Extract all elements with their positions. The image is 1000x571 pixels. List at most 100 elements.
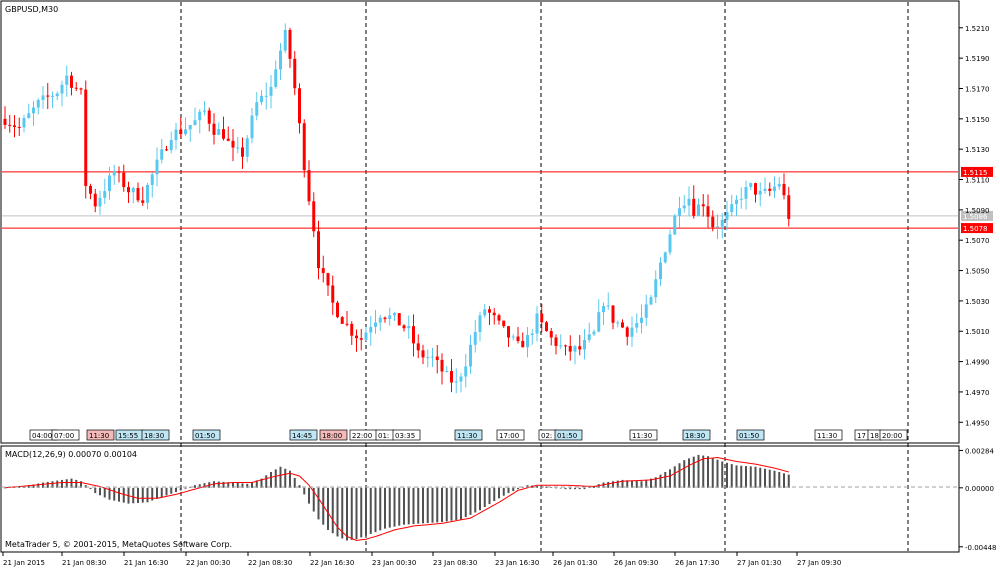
time-tick-label: 23 Jan 08:30	[433, 559, 477, 567]
time-tick-label: 22 Jan 08:30	[248, 559, 292, 567]
event-marker[interactable]	[392, 429, 421, 441]
macd-bar	[754, 466, 757, 488]
candle-body	[312, 201, 316, 232]
candle-body	[469, 344, 472, 367]
macd-bar	[749, 466, 752, 488]
price-level-label: 1.5078	[963, 225, 988, 233]
candle-body	[165, 149, 168, 151]
candle-body	[644, 304, 648, 318]
macd-bar	[75, 479, 78, 488]
macd-bar	[213, 481, 215, 488]
macd-bar	[716, 459, 719, 488]
macd-bar	[132, 487, 135, 504]
macd-bar	[203, 483, 206, 488]
candle-body	[226, 138, 230, 141]
event-marker-label: 22:00	[352, 432, 372, 440]
candle-body	[773, 186, 776, 191]
candle-body	[298, 88, 301, 124]
macd-bar	[217, 481, 220, 488]
candle-body	[98, 197, 102, 207]
candle-body	[336, 302, 339, 318]
macd-bar	[388, 487, 391, 528]
candle-body	[578, 346, 582, 350]
candle-body	[8, 124, 12, 126]
candle-body	[350, 323, 354, 336]
macd-bar	[526, 485, 529, 488]
period-separators	[180, 2, 909, 551]
macd-bar	[474, 487, 477, 513]
candle-body	[716, 226, 719, 228]
event-marker-label: 17:00	[499, 432, 519, 440]
macd-bar	[422, 487, 424, 524]
event-marker[interactable]	[319, 429, 348, 441]
macd-bar	[284, 468, 287, 488]
main-chart-panel[interactable]	[0, 0, 960, 444]
event-marker[interactable]	[289, 429, 318, 441]
event-marker[interactable]	[51, 429, 80, 441]
time-tick-label: 21 Jan 16:30	[124, 559, 168, 567]
price-tick-label: 1.5030	[965, 298, 990, 306]
candle-body	[511, 336, 515, 338]
candle-body	[402, 325, 406, 329]
candle-body	[331, 285, 335, 303]
event-marker[interactable]	[192, 429, 221, 441]
macd-bar	[578, 487, 581, 490]
candle-body	[212, 123, 216, 135]
macd-bar	[4, 487, 6, 489]
event-marker[interactable]	[554, 429, 583, 441]
macd-bar	[360, 487, 363, 538]
candle-body	[426, 357, 430, 359]
candle-body	[288, 29, 292, 59]
event-marker[interactable]	[86, 429, 115, 441]
macd-bar	[236, 482, 239, 488]
macd-bar	[298, 485, 301, 488]
macd-bar	[759, 467, 762, 488]
event-marker[interactable]	[682, 429, 711, 441]
macd-bar	[764, 468, 766, 488]
candle-body	[378, 317, 382, 323]
event-marker[interactable]	[879, 429, 908, 441]
candle-body	[93, 193, 97, 207]
candle-body	[583, 339, 586, 350]
event-marker[interactable]	[454, 429, 483, 441]
candle-body	[74, 87, 78, 89]
candle-body	[659, 262, 662, 280]
event-marker-label: 01:	[378, 432, 389, 440]
candle-body	[307, 170, 311, 202]
candle-body	[507, 326, 510, 338]
event-marker[interactable]	[141, 429, 170, 441]
candle-body	[345, 323, 349, 325]
macd-bar	[683, 460, 686, 488]
candle-body	[179, 129, 183, 135]
candle-body	[777, 183, 781, 187]
candle-body	[17, 126, 21, 128]
macd-bar	[146, 487, 149, 503]
event-marker-label: 11:30	[632, 432, 652, 440]
event-marker[interactable]	[736, 429, 765, 441]
macd-bar	[555, 487, 557, 489]
candle-body	[421, 350, 425, 358]
candle-body	[155, 159, 159, 175]
macd-bar	[365, 487, 367, 536]
event-marker[interactable]	[814, 429, 843, 441]
macd-bar	[56, 480, 59, 488]
event-marker-label: 02:	[541, 432, 552, 440]
time-tick-label: 26 Jan 09:30	[614, 559, 658, 567]
candle-body	[103, 191, 107, 198]
candle-body	[431, 356, 434, 358]
macd-bar	[507, 487, 510, 494]
candle-body	[492, 312, 496, 316]
candle-body	[188, 125, 192, 130]
event-marker[interactable]	[629, 429, 658, 441]
macd-bar	[279, 466, 282, 488]
event-marker[interactable]	[496, 429, 525, 441]
price-tick-label: 1.5170	[965, 85, 990, 93]
candle-body	[269, 86, 273, 96]
macd-bar	[407, 487, 410, 525]
macd-bar	[46, 481, 49, 488]
candle-body	[678, 208, 681, 216]
macd-bar	[678, 463, 681, 488]
macd-bar	[113, 487, 116, 501]
candle-body	[488, 309, 491, 313]
candle-body	[549, 331, 553, 338]
